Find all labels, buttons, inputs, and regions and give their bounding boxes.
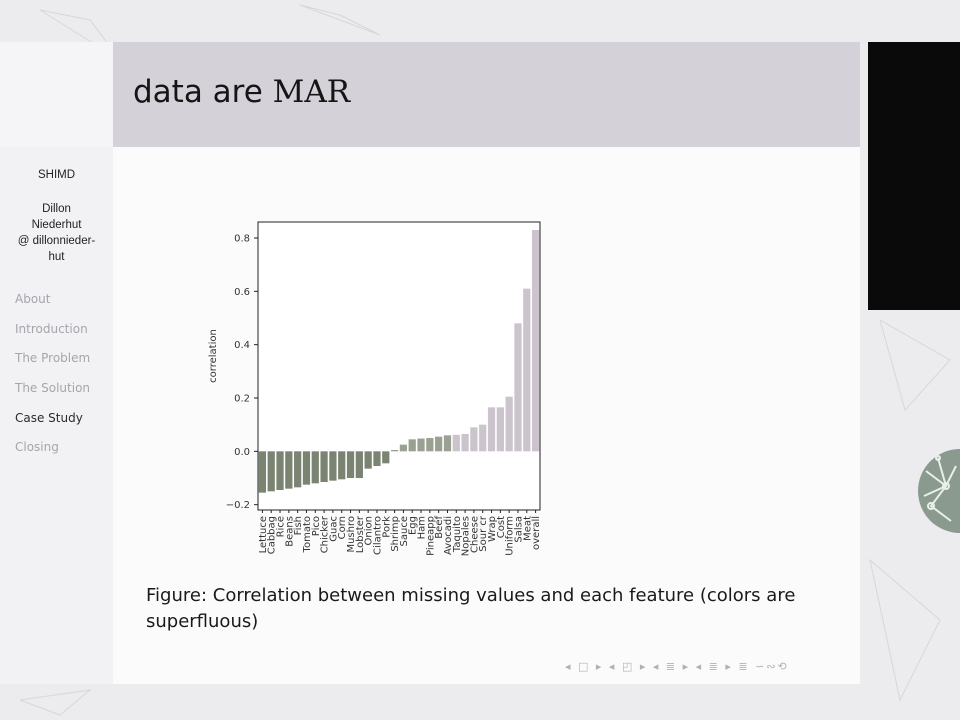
sidebar-author-line-2: Niederhut (31, 219, 82, 231)
x-tick-label: Lobster (355, 515, 366, 553)
bar-rice (276, 451, 284, 490)
sidebar-item-the-solution[interactable]: The Solution (15, 381, 91, 395)
bar-tomato (302, 451, 311, 485)
bar-pico (311, 451, 319, 484)
bar-salsa (514, 323, 522, 452)
figure-caption: Figure: Correlation between missing valu… (146, 583, 826, 635)
bar-guac (329, 451, 337, 481)
figure-caption-prefix: Figure: (146, 585, 208, 606)
bar-sour-cr (479, 424, 487, 452)
bar-pork (382, 451, 390, 464)
x-tick-label: Sour cr (478, 515, 489, 552)
x-tick-label: Rice (276, 516, 287, 537)
sidebar-item-the-problem[interactable]: The Problem (15, 351, 91, 365)
sidebar-author-line-3: @ dillonnieder- (17, 235, 96, 247)
slide-title-bar: data are MAR (113, 42, 860, 147)
bar-taquito (452, 434, 460, 452)
bar-fish (294, 451, 302, 488)
bar-uniform (505, 396, 513, 452)
bar-chicker (320, 451, 328, 482)
x-tick-label: Lettuce (258, 516, 269, 553)
slide-title-math: MAR (272, 74, 351, 110)
x-tick-label: Wrap (487, 516, 498, 542)
y-axis-label: correlation (208, 329, 219, 383)
sidebar-item-introduction[interactable]: Introduction (15, 322, 88, 336)
x-tick-label: Cabbag (267, 516, 278, 554)
x-tick-label: Cost (496, 516, 507, 538)
bar-corn (338, 451, 346, 480)
y-tick-label: 0.6 (234, 287, 250, 298)
bar-lobster (355, 451, 363, 478)
bar-ham (417, 438, 425, 452)
bar-overall (531, 230, 540, 452)
x-tick-label: Pico (311, 516, 322, 536)
video-overlay-panel (868, 42, 960, 310)
x-tick-label: overall (531, 516, 542, 550)
x-tick-label: Sauce (399, 516, 410, 546)
bar-avocadi (443, 435, 452, 452)
bar-shrimp (390, 450, 399, 452)
y-tick-label: 0.2 (234, 394, 250, 405)
x-tick-label: Chicker (320, 515, 331, 553)
x-tick-label: Shrimp (390, 516, 401, 552)
slide: data are MAR SHIMD Dillon Niederhut @ di… (0, 42, 860, 684)
y-tick-label: 0.0 (234, 447, 250, 458)
bar-onion (364, 451, 372, 469)
bar-egg (408, 439, 416, 452)
y-tick-label: 0.4 (234, 340, 250, 351)
x-tick-label: Beef (434, 516, 445, 539)
bar-wrap (487, 407, 496, 452)
x-tick-label: Cheese (469, 516, 480, 553)
x-tick-label: Meat (522, 516, 533, 541)
x-tick-label: Beans (284, 516, 295, 547)
x-tick-label: Tomato (302, 516, 313, 553)
sidebar-item-closing[interactable]: Closing (15, 440, 59, 454)
slide-title-text: data are (133, 74, 273, 110)
x-tick-label: Salsa (513, 516, 524, 543)
bar-cilantro (373, 451, 381, 466)
sidebar-author-line-4: hut (48, 251, 65, 263)
bar-nopales (461, 434, 469, 452)
conference-logo-icon (918, 449, 960, 533)
slide-title: data are MAR (133, 74, 350, 110)
bar-meat (523, 288, 531, 452)
sidebar-item-case-study[interactable]: Case Study (15, 411, 83, 425)
bar-sauce (399, 444, 408, 452)
bar-beans (285, 451, 293, 489)
sidebar: SHIMD Dillon Niederhut @ dillonnieder- h… (0, 147, 113, 684)
beamer-navigation-symbols[interactable]: ◂ □ ▸ ◂ ◰ ▸ ◂ ≣ ▸ ◂ ≣ ▸ ≣ ∽∾⟲ (565, 660, 789, 673)
x-tick-label: Pineapp (425, 516, 436, 556)
x-tick-label: Fish (293, 516, 304, 535)
bar-mushro (346, 451, 355, 478)
x-tick-label: Egg (408, 516, 419, 535)
correlation-bar-chart: −0.2 0.0 0.2 0.4 0.6 0.8 correlation LettuceCab… (208, 221, 542, 556)
bar-beef (435, 436, 443, 452)
x-tick-label: Corn (337, 516, 348, 539)
x-tick-label: Taquito (452, 516, 463, 553)
sidebar-item-about[interactable]: About (15, 292, 51, 306)
x-tick-label: Pork (381, 516, 392, 538)
x-tick-label: Mushro (346, 516, 357, 553)
figure-caption-text: Correlation between missing values and e… (146, 585, 796, 632)
sidebar-short-title: SHIMD (37, 169, 76, 181)
bar-lettuce (258, 451, 267, 493)
x-tick-label: Nopales (461, 516, 472, 556)
sidebar-author-line-1: Dillon (42, 203, 71, 215)
bar-cost (496, 407, 504, 452)
x-tick-label: Uniform (505, 516, 516, 556)
x-tick-label: Avocadi (443, 516, 454, 555)
bar-cheese (470, 427, 478, 452)
x-tick-label: Guac (328, 516, 339, 542)
bar-pineapp (426, 438, 434, 452)
x-tick-label: Onion (364, 516, 375, 545)
y-tick-label: 0.8 (234, 234, 250, 245)
x-tick-label: Ham (417, 516, 428, 539)
y-tick-label: −0.2 (226, 500, 250, 511)
x-tick-label: Cilantro (372, 516, 383, 555)
bar-cabbag (267, 451, 275, 492)
